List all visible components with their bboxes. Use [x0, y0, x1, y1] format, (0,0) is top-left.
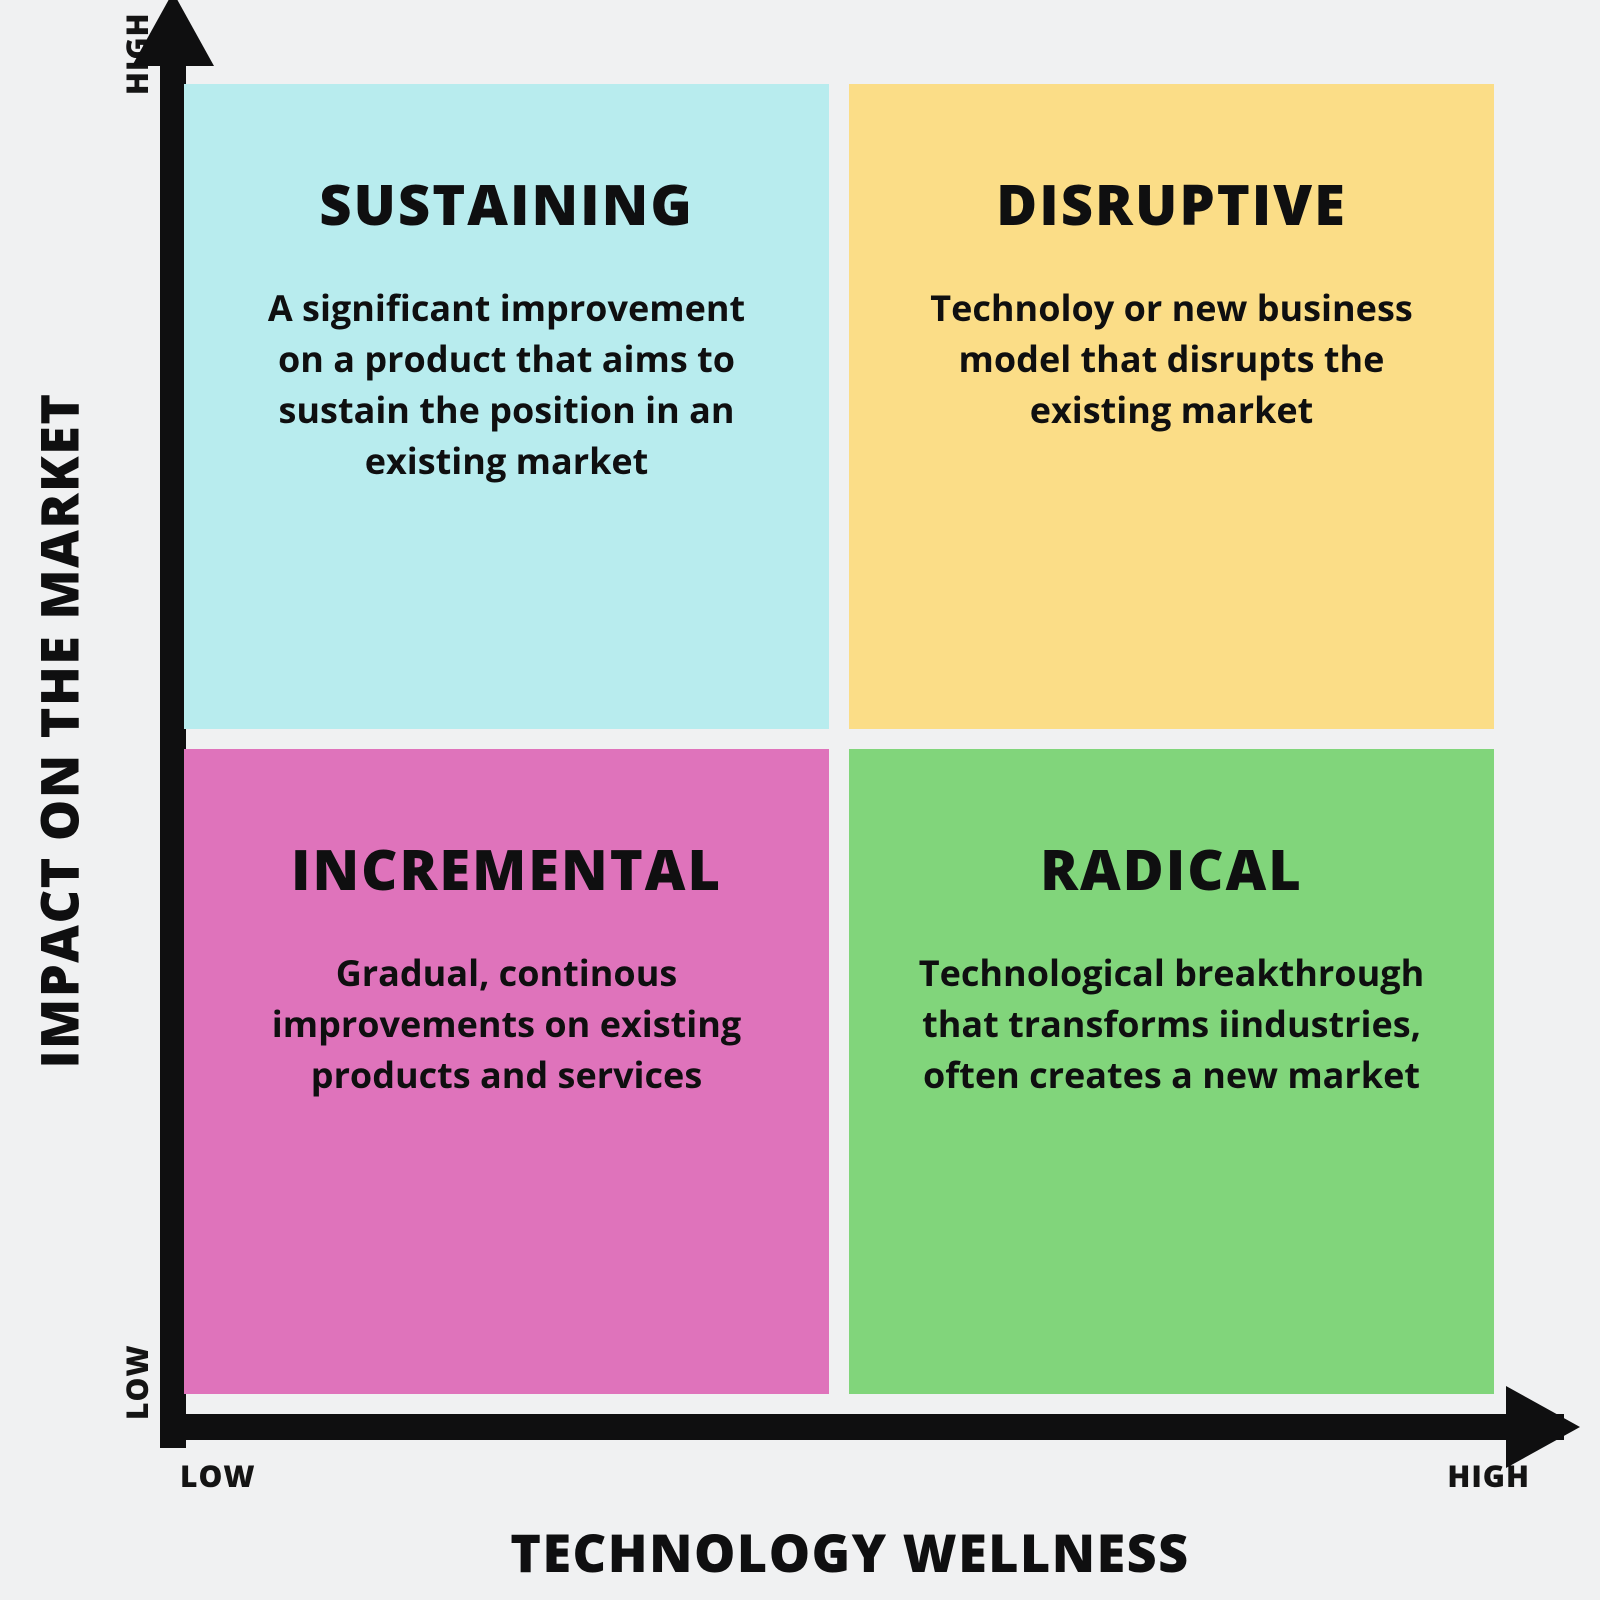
y-axis-arrowhead-icon: [132, 0, 214, 66]
quadrant-grid: SUSTAINING A significant improvement on …: [184, 84, 1494, 1394]
quadrant-title: SUSTAINING: [319, 166, 694, 242]
quadrant-incremental: INCREMENTAL Gradual, continous improveme…: [184, 749, 829, 1394]
quadrant-title: DISRUPTIVE: [996, 166, 1347, 242]
plot-area: SUSTAINING A significant improvement on …: [160, 60, 1540, 1470]
quadrant-desc: Technoloy or new business model that dis…: [912, 282, 1432, 435]
quadrant-title: INCREMENTAL: [291, 831, 722, 907]
quadrant-desc: Gradual, continous improvements on exist…: [247, 947, 767, 1100]
quadrant-title: RADICAL: [1040, 831, 1303, 907]
x-axis-arrowhead-icon: [1506, 1386, 1580, 1468]
x-axis-line: [160, 1414, 1564, 1440]
quadrant-sustaining: SUSTAINING A significant improvement on …: [184, 84, 829, 729]
y-axis-title: IMPACT ON THE MARKET: [14, 0, 104, 1460]
quadrant-desc: A significant improvement on a product t…: [247, 282, 767, 486]
y-axis-title-text: IMPACT ON THE MARKET: [24, 392, 95, 1068]
y-axis-line: [160, 28, 186, 1448]
quadrant-radical: RADICAL Technological breakthrough that …: [849, 749, 1494, 1394]
quadrant-desc: Technological breakthrough that transfor…: [912, 947, 1432, 1100]
quadrant-disruptive: DISRUPTIVE Technoloy or new business mod…: [849, 84, 1494, 729]
x-axis-title: TECHNOLOGY WELLNESS: [160, 1517, 1540, 1588]
y-axis-low-label: LOW: [116, 1344, 157, 1420]
